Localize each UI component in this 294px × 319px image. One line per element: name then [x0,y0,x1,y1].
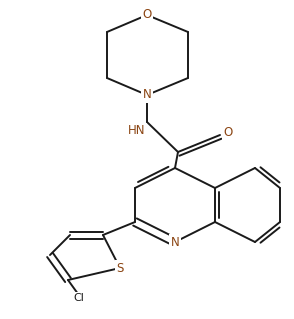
Text: Cl: Cl [74,293,84,303]
Text: O: O [142,9,152,21]
Text: N: N [143,88,151,101]
Text: N: N [171,235,179,249]
Text: HN: HN [128,124,146,137]
Text: S: S [116,262,124,275]
Text: O: O [223,125,233,138]
